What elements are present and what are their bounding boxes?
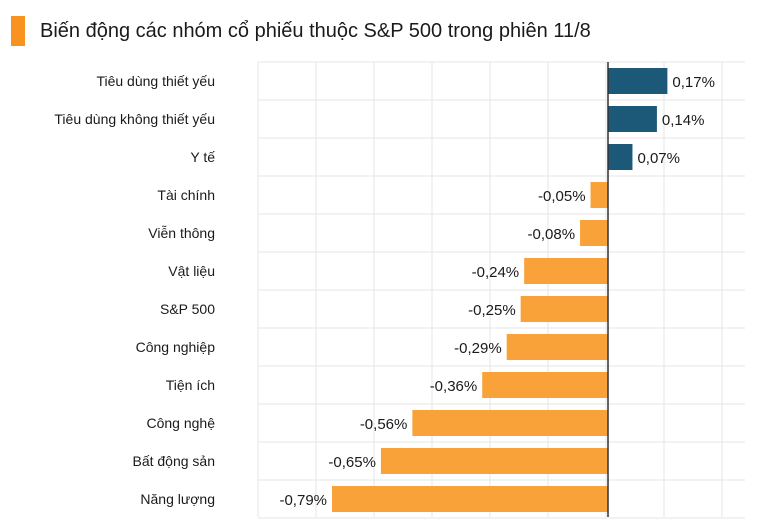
category-label: Y tế xyxy=(190,149,215,165)
bar-12 xyxy=(332,486,608,512)
category-label: S&P 500 xyxy=(160,301,215,317)
category-label: Vật liệu xyxy=(168,263,215,279)
value-label: -0,36% xyxy=(430,378,478,395)
chart-title: Biến động các nhóm cổ phiếu thuộc S&P 50… xyxy=(40,20,591,42)
value-label: 0,07% xyxy=(637,150,680,167)
category-label: Bất động sản xyxy=(132,453,215,469)
value-label: -0,56% xyxy=(360,416,408,433)
bar-7 xyxy=(520,296,608,322)
category-label: Năng lượng xyxy=(140,491,215,507)
category-label: Tiêu dùng thiết yếu xyxy=(96,73,215,89)
value-label: 0,17% xyxy=(672,74,715,91)
value-label: -0,24% xyxy=(472,264,520,281)
bar-1 xyxy=(608,68,668,94)
labels-layer: Tiêu dùng thiết yếu Tiêu dùng không thiết… xyxy=(54,73,215,507)
bar-6 xyxy=(524,258,608,284)
bar-9 xyxy=(482,372,608,398)
category-label: Tiêu dùng không thiết yếu xyxy=(54,111,215,127)
title-accent-bar xyxy=(11,16,25,46)
bar-8 xyxy=(506,334,608,360)
value-labels-layer: 0,17% 0,14% 0,07% -0,05% -0,08% -0,24% -0,25% -… xyxy=(279,74,714,509)
bar-11 xyxy=(380,448,608,474)
bar-3 xyxy=(608,144,633,170)
bars-layer xyxy=(332,62,668,517)
value-label: -0,25% xyxy=(468,302,516,319)
category-label: Công nghiệp xyxy=(136,339,216,355)
bar-4 xyxy=(590,182,608,208)
bar-2 xyxy=(608,106,657,132)
value-label: -0,05% xyxy=(538,188,586,205)
category-label: Tài chính xyxy=(157,187,215,203)
category-label: Viễn thông xyxy=(148,225,215,241)
value-label: 0,14% xyxy=(662,112,705,129)
value-label: -0,08% xyxy=(528,226,576,243)
bar-10 xyxy=(412,410,608,436)
bar-5 xyxy=(580,220,608,246)
value-label: -0,79% xyxy=(279,492,327,509)
grid-layer xyxy=(257,61,745,519)
category-label: Tiện ích xyxy=(166,377,215,393)
category-label: Công nghệ xyxy=(146,415,215,431)
value-label: -0,65% xyxy=(328,454,376,471)
value-label: -0,29% xyxy=(454,340,502,357)
